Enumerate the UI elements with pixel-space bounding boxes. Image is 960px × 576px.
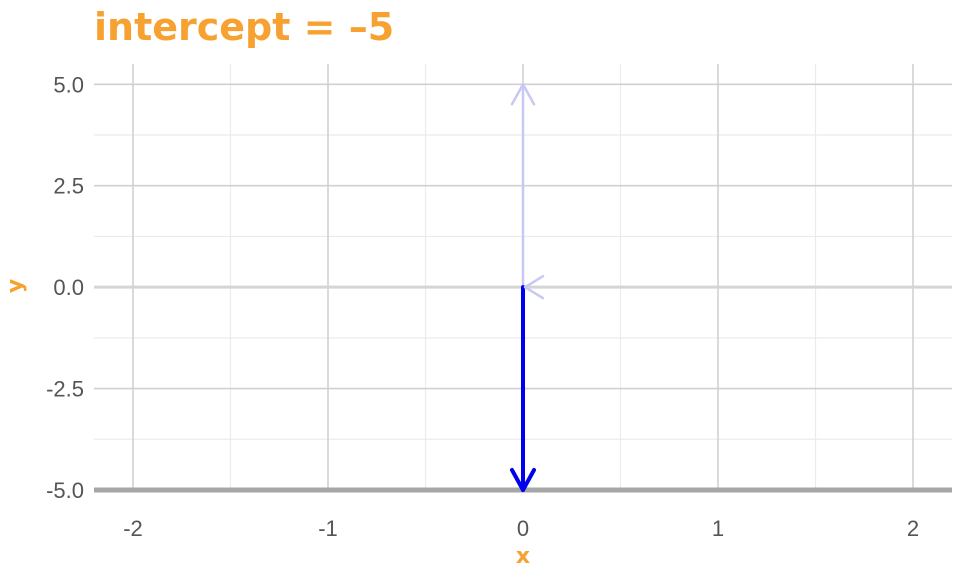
y-tick-label: -2.5 bbox=[46, 377, 84, 402]
tick-labels: -2 -1 0 1 2 -5.0 -2.5 0.0 2.5 5.0 bbox=[46, 72, 919, 541]
x-tick-label: 1 bbox=[712, 516, 724, 541]
arrows bbox=[510, 83, 545, 492]
chevron-marker bbox=[523, 274, 545, 300]
x-tick-label: -2 bbox=[123, 516, 143, 541]
x-tick-label: 2 bbox=[907, 516, 919, 541]
x-axis-title: x bbox=[516, 544, 530, 569]
x-tick-label: 0 bbox=[517, 516, 529, 541]
y-tick-label: 0.0 bbox=[53, 275, 84, 300]
arrow-head bbox=[510, 468, 536, 492]
y-axis-title: y bbox=[3, 279, 28, 293]
x-tick-label: -1 bbox=[318, 516, 338, 541]
y-tick-label: -5.0 bbox=[46, 478, 84, 503]
chart-title: intercept = –5 bbox=[94, 5, 394, 49]
y-tick-label: 5.0 bbox=[53, 72, 84, 97]
y-tick-label: 2.5 bbox=[53, 174, 84, 199]
faded-arrow-head bbox=[510, 83, 536, 106]
